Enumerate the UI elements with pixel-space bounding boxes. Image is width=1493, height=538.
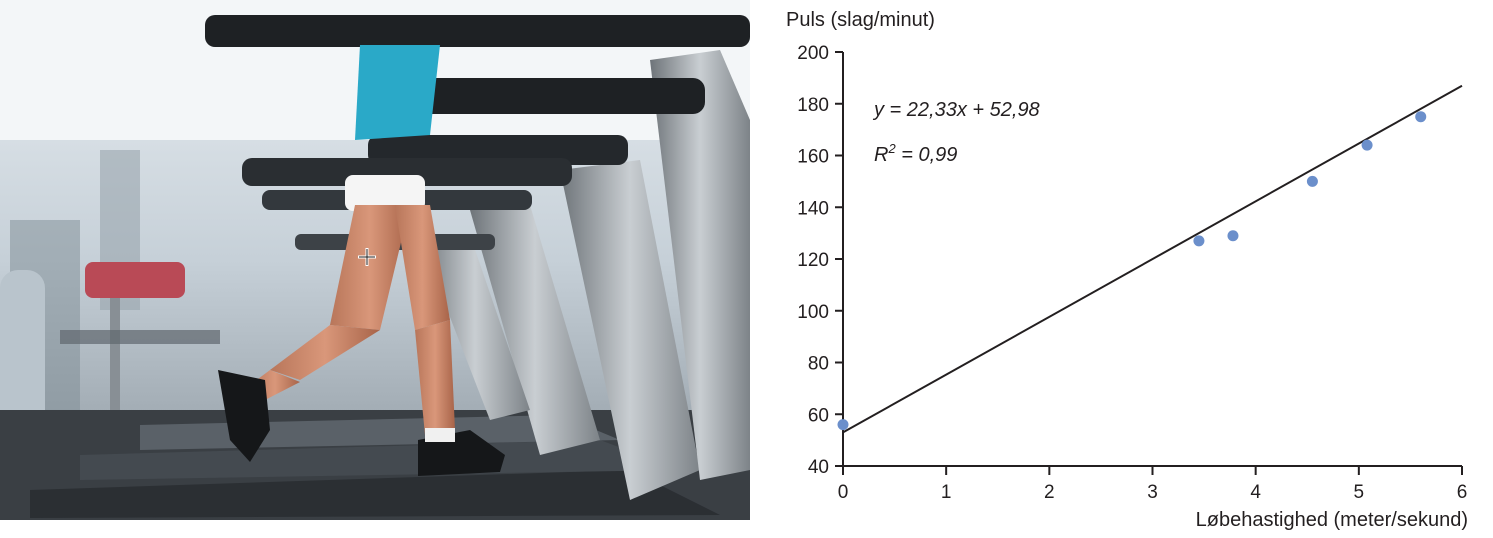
- y-tick-label: 40: [808, 457, 829, 478]
- x-axis-label: Løbehastighed (meter/sekund): [1196, 509, 1468, 531]
- data-point: [1415, 111, 1427, 123]
- x-tick-label: 4: [1250, 482, 1261, 503]
- x-tick-label: 3: [1147, 482, 1158, 503]
- y-axis-ticks: 40 60 80 100 120 140 160 180 200: [797, 43, 843, 478]
- r-squared-label: R2 = 0,99: [874, 141, 957, 166]
- y-axis-label: Puls (slag/minut): [786, 9, 935, 31]
- r-squared-symbol: R: [874, 144, 888, 166]
- x-axis-ticks: 0 1 2 3 4 5 6: [838, 466, 1468, 503]
- x-tick-label: 2: [1044, 482, 1055, 503]
- y-tick-label: 100: [797, 302, 829, 323]
- data-point: [1306, 175, 1318, 187]
- r-squared-exponent: 2: [887, 141, 896, 156]
- y-tick-label: 140: [797, 198, 829, 219]
- y-tick-label: 200: [797, 43, 829, 64]
- heart-rate-chart: Puls (slag/minut) Løbehastighed (meter/s…: [786, 9, 1468, 531]
- y-tick-label: 180: [797, 95, 829, 116]
- data-point: [837, 419, 849, 431]
- move-crosshair-icon: [358, 248, 376, 266]
- y-tick-label: 80: [808, 354, 829, 375]
- x-tick-label: 0: [838, 482, 849, 503]
- data-point: [1193, 235, 1205, 247]
- regression-equation: y = 22,33x + 52,98: [872, 99, 1040, 121]
- r-squared-value: = 0,99: [896, 144, 958, 166]
- x-tick-label: 6: [1457, 482, 1468, 503]
- treadmill-photo: [0, 0, 750, 520]
- data-point: [1227, 230, 1239, 242]
- data-points: [837, 111, 1427, 431]
- x-tick-label: 5: [1354, 482, 1365, 503]
- x-tick-label: 1: [941, 482, 952, 503]
- data-point: [1361, 139, 1373, 151]
- y-tick-label: 120: [797, 250, 829, 271]
- y-tick-label: 60: [808, 405, 829, 426]
- y-tick-label: 160: [797, 147, 829, 168]
- trendline: [842, 84, 1463, 434]
- trendline-layer: [842, 84, 1463, 434]
